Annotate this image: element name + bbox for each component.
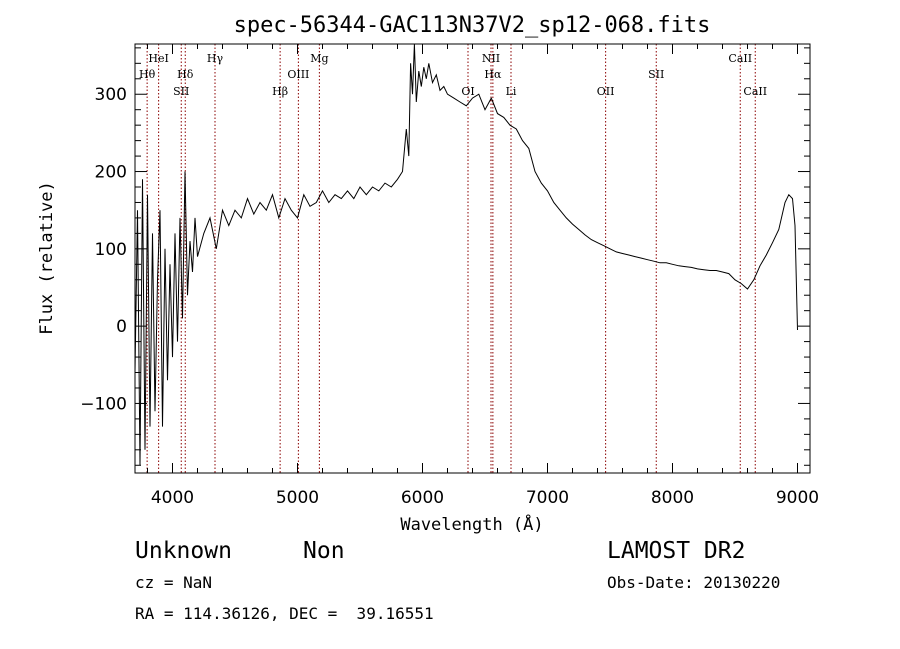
x-tick-label: 7000 xyxy=(526,488,569,508)
x-tick-label: 6000 xyxy=(401,488,444,508)
x-axis: 4000 5000 6000 7000 8000 9000 xyxy=(147,44,819,508)
spectral-line-label: SII xyxy=(648,68,664,81)
spectral-line-label: Hα xyxy=(484,68,502,81)
y-tick-label: −100 xyxy=(80,394,127,414)
x-tick-label: 8000 xyxy=(651,488,694,508)
y-tick-label: 200 xyxy=(95,163,127,183)
plot-frame xyxy=(134,43,811,474)
y-tick-label: 0 xyxy=(116,317,127,337)
spectral-line-label: CaII xyxy=(743,85,767,98)
object-subclass: Non xyxy=(303,538,345,564)
survey-name: LAMOST DR2 xyxy=(607,538,746,564)
spectral-line-label: OII xyxy=(597,85,615,98)
spectral-line-label: HeI xyxy=(148,52,168,65)
spectral-line-label: SII xyxy=(173,85,189,98)
spectral-line-label: Mg xyxy=(310,52,328,65)
object-class: Unknown xyxy=(135,538,232,564)
redshift-cz: cz = NaN xyxy=(135,573,213,592)
spectral-line-label: Hθ xyxy=(139,68,156,81)
x-axis-label: Wavelength (Å) xyxy=(400,513,543,535)
x-tick-label: 9000 xyxy=(776,488,819,508)
spectral-line-label: NII xyxy=(482,52,500,65)
spectral-line-label: OIII xyxy=(287,68,309,81)
y-axis-label: Flux (relative) xyxy=(37,181,57,335)
y-axis: −100 0 100 200 300 xyxy=(80,47,810,466)
spectral-line-label: Li xyxy=(506,85,517,98)
spectral-line-label: OI xyxy=(461,85,474,98)
x-tick-label: 5000 xyxy=(276,488,319,508)
spectral-line-label: Hδ xyxy=(177,68,194,81)
x-tick-label: 4000 xyxy=(151,488,194,508)
ra-dec-coordinates: RA = 114.36126, DEC = 39.16551 xyxy=(135,604,434,623)
spectrum-line xyxy=(134,43,798,466)
spectrum-series xyxy=(134,43,798,466)
spectral-line-markers xyxy=(146,44,756,473)
spectral-line-label: Hγ xyxy=(207,52,224,65)
observation-date: Obs-Date: 20130220 xyxy=(607,573,781,592)
y-tick-label: 100 xyxy=(95,240,127,260)
spectral-line-label: CaII xyxy=(728,52,752,65)
chart-title: spec-56344-GAC113N37V2_sp12-068.fits xyxy=(234,13,711,38)
spectral-line-label: Hβ xyxy=(272,85,288,98)
y-tick-label: 300 xyxy=(95,85,127,105)
